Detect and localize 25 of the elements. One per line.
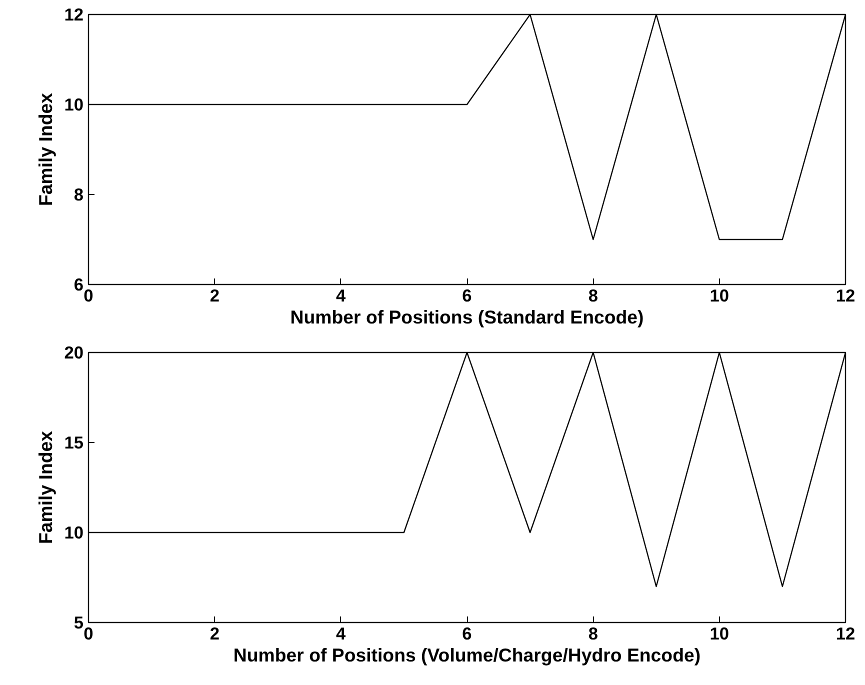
y-tick-label: 5 [74, 612, 84, 632]
x-tick-label: 10 [710, 286, 729, 306]
y-tick-label: 12 [64, 4, 84, 24]
y-tick-label: 20 [64, 342, 84, 362]
x-axis-title: Number of Positions (Standard Encode) [290, 306, 644, 328]
x-tick-label: 6 [462, 286, 472, 306]
y-tick-label: 15 [64, 432, 84, 452]
x-tick-label: 6 [462, 624, 472, 644]
x-tick-label: 2 [210, 624, 220, 644]
x-tick-label: 4 [336, 286, 346, 306]
x-tick-label: 8 [588, 286, 598, 306]
y-tick-label: 10 [64, 94, 84, 114]
x-tick-label: 10 [710, 624, 729, 644]
x-tick-label: 8 [588, 624, 598, 644]
y-tick-label: 10 [64, 522, 84, 542]
x-axis-title: Number of Positions (Volume/Charge/Hydro Encode) [233, 644, 701, 666]
x-tick-label: 2 [210, 286, 220, 306]
y-axis-title: Family Index [35, 92, 56, 206]
x-tick-label: 12 [836, 624, 856, 644]
y-tick-label: 8 [74, 184, 84, 204]
x-tick-label: 12 [836, 286, 856, 306]
y-axis-title: Family Index [35, 430, 56, 544]
x-tick-label: 0 [84, 624, 94, 644]
x-tick-label: 0 [84, 286, 94, 306]
x-tick-label: 4 [336, 624, 346, 644]
